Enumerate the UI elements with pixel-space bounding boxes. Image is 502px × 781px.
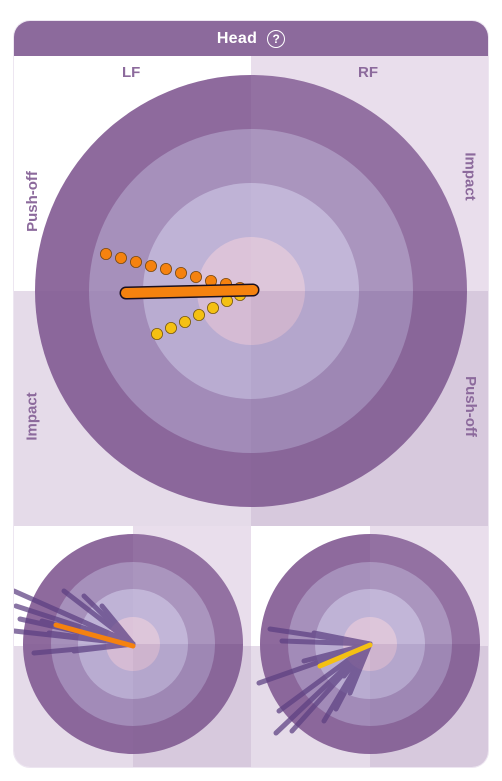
main-quadrant-tints: [35, 75, 467, 507]
label-left-top-wrap: Push-off: [16, 161, 48, 241]
label-right-bottom-wrap: Push-off: [454, 366, 486, 446]
main-target-graphic: [14, 75, 480, 754]
card-header: Head ?: [14, 21, 488, 56]
label-rf: RF: [358, 64, 378, 81]
label-right-bottom: Push-off: [461, 375, 479, 437]
card-title: Head: [216, 29, 258, 47]
mini-left-bar: [53, 622, 136, 649]
label-lf: LF: [122, 64, 141, 81]
mini-target-right: [256, 534, 480, 754]
mini-right-bar: [317, 642, 373, 669]
label-right-top-wrap: Impact: [454, 136, 486, 216]
label-left-top: Push-off: [23, 170, 41, 232]
label-left-bottom: Impact: [23, 391, 41, 441]
label-left-bottom-wrap: Impact: [16, 376, 48, 456]
main-bar: [121, 285, 258, 298]
rf-trail-yellow: [150, 288, 246, 340]
label-right-top: Impact: [461, 151, 479, 201]
mini-target-left: [14, 534, 243, 754]
question-circle-icon[interactable]: ?: [267, 29, 286, 48]
head-card: Head ?: [14, 21, 488, 767]
